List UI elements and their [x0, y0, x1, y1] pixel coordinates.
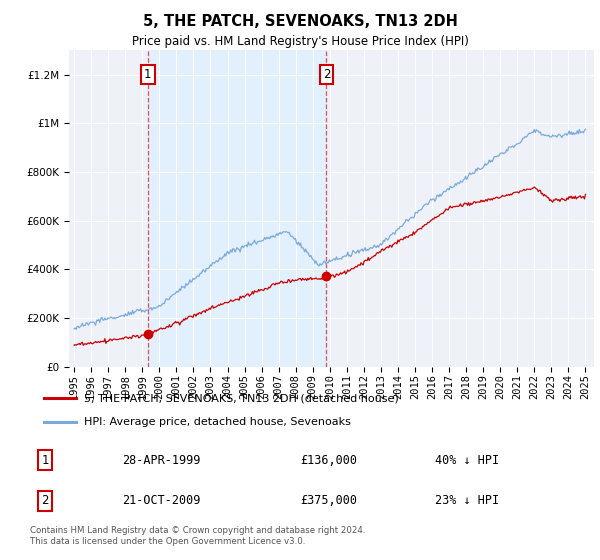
Text: 1: 1 — [144, 68, 152, 81]
Text: 1: 1 — [41, 454, 49, 467]
Text: £136,000: £136,000 — [300, 454, 357, 467]
Text: £375,000: £375,000 — [300, 494, 357, 507]
Text: 5, THE PATCH, SEVENOAKS, TN13 2DH: 5, THE PATCH, SEVENOAKS, TN13 2DH — [143, 14, 457, 29]
Text: 23% ↓ HPI: 23% ↓ HPI — [435, 494, 499, 507]
Text: Contains HM Land Registry data © Crown copyright and database right 2024.
This d: Contains HM Land Registry data © Crown c… — [30, 526, 365, 546]
Text: 2: 2 — [323, 68, 330, 81]
Text: 40% ↓ HPI: 40% ↓ HPI — [435, 454, 499, 467]
Text: 2: 2 — [41, 494, 49, 507]
Text: HPI: Average price, detached house, Sevenoaks: HPI: Average price, detached house, Seve… — [84, 417, 351, 427]
Bar — [148, 50, 326, 367]
Text: 28-APR-1999: 28-APR-1999 — [122, 454, 200, 467]
Text: 21-OCT-2009: 21-OCT-2009 — [122, 494, 200, 507]
Text: 5, THE PATCH, SEVENOAKS, TN13 2DH (detached house): 5, THE PATCH, SEVENOAKS, TN13 2DH (detac… — [84, 393, 399, 403]
Text: Price paid vs. HM Land Registry's House Price Index (HPI): Price paid vs. HM Land Registry's House … — [131, 35, 469, 48]
